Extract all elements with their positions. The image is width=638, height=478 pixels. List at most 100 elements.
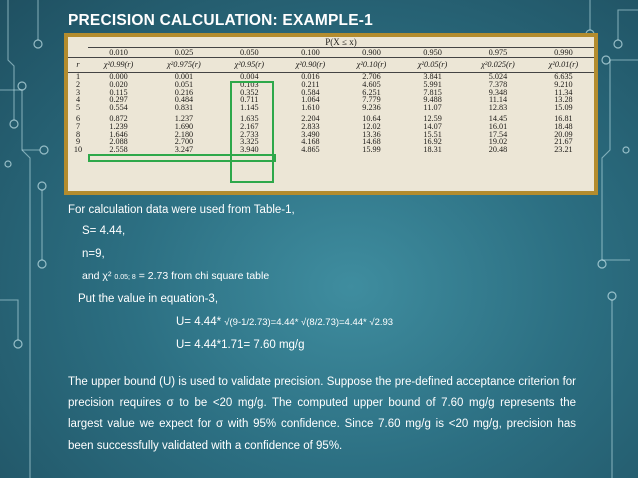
table-cell: 0.352 — [240, 87, 259, 97]
table-cell: 4.605 — [362, 79, 381, 89]
table-cell: 7.779 — [362, 95, 381, 105]
table-cell: 21.67 — [554, 137, 573, 147]
table-cell: 15.09 — [554, 103, 573, 113]
chi-square-text: and χ² 0.05; 8 = 2.73 from chi square ta… — [82, 270, 269, 282]
table-cell: 0.211 — [301, 79, 320, 89]
probability-level: 0.900 — [340, 47, 403, 58]
table-cell: 3.940 — [240, 145, 259, 155]
table-cell: 1.635 — [240, 113, 259, 123]
table-cell: 1.690 — [174, 121, 194, 131]
table-cell: 0.554 — [109, 103, 128, 113]
table-cell: 2.706 — [362, 72, 381, 81]
slide-title: PRECISION CALCULATION: EXAMPLE-1 — [68, 12, 373, 29]
table-cell: 6.635 — [554, 72, 573, 81]
table-cell: 2.733 — [240, 129, 259, 139]
table-cell: 2.700 — [174, 137, 194, 147]
table-cell: 4.865 — [301, 145, 320, 155]
highlight-column-box — [230, 81, 274, 183]
equation-result: U= 4.44*1.71= 7.60 mg/g — [176, 339, 305, 351]
table-cell: 0.831 — [174, 103, 194, 113]
chi-suffix: = 2.73 from chi square table — [135, 270, 270, 282]
probability-level: 0.100 — [279, 47, 341, 58]
table-cell: 12.83 — [488, 103, 508, 113]
column-header: χ²0.05(r) — [402, 57, 464, 73]
table-row: 6 0.872 1.237 1.635 2.204 10.64 12.59 14.45 16.8… — [68, 112, 594, 123]
table-cell: 9.210 — [554, 79, 573, 89]
row-degree: 10 — [73, 145, 83, 155]
row-degree: 6 — [75, 113, 81, 123]
table-row: 8 1.646 2.180 2.733 3.490 13.36 15.51 17.54 20.0… — [68, 129, 594, 139]
table-cell: 2.558 — [109, 145, 128, 155]
table-cell: 16.81 — [554, 113, 573, 123]
row-degree: 9 — [75, 137, 81, 147]
table-row: 10 2.558 3.247 3.940 4.865 15.99 18.31 20.48 23.… — [68, 146, 594, 156]
column-header: χ²0.975(r) — [149, 57, 219, 73]
probability-level: 0.050 — [218, 47, 280, 58]
probability-level: 0.010 — [88, 47, 150, 58]
table-cell: 0.584 — [301, 87, 320, 97]
table-cell: 0.103 — [240, 79, 259, 89]
probability-caption: P(X ≤ x) — [88, 37, 594, 48]
table-body: 1 0.000 0.001 0.004 0.016 2.706 3.841 5.024 6.63… — [68, 72, 594, 156]
table-row: 1 0.000 0.001 0.004 0.016 2.706 3.841 5.024 6.63… — [68, 72, 594, 81]
table: P(X ≤ x) 0.010 0.025 0.050 0.100 0.900 0… — [68, 37, 594, 156]
chi-square-table-image: P(X ≤ x) 0.010 0.025 0.050 0.100 0.900 0… — [64, 33, 598, 195]
explanation-paragraph: The upper bound (U) is used to validate … — [68, 376, 576, 452]
column-header: χ²0.95(r) — [218, 57, 280, 73]
put-value-text: Put the value in equation-3, — [78, 293, 219, 305]
row-degree: 5 — [75, 103, 81, 113]
table-cell: 0.016 — [301, 72, 320, 81]
table-cell: 12.02 — [362, 121, 381, 131]
table-cell: 0.484 — [174, 95, 194, 105]
table-cell: 2.167 — [240, 121, 259, 131]
table-cell: 0.004 — [240, 72, 259, 81]
probability-level: 0.025 — [149, 47, 219, 58]
n-value-text: n=9, — [82, 248, 105, 260]
table-cell: 20.48 — [488, 145, 508, 155]
table-cell: 16.01 — [488, 121, 508, 131]
table-row: 7 1.239 1.690 2.167 2.833 12.02 14.07 16.01 18.4… — [68, 121, 594, 131]
table-cell: 2.180 — [174, 129, 194, 139]
table-cell: 20.09 — [554, 129, 573, 139]
table-cell: 9.488 — [423, 95, 442, 105]
table-row: 2 0.020 0.051 0.103 0.211 4.605 5.991 7.378 9.21… — [68, 79, 594, 89]
row-degree: 2 — [75, 79, 81, 89]
table-row: 9 2.088 2.700 3.325 4.168 14.68 16.92 19.02 21.6… — [68, 138, 594, 146]
table-cell: 13.28 — [554, 95, 573, 105]
table-cell: 0.711 — [240, 95, 259, 105]
column-header: χ²0.99(r) — [88, 57, 150, 73]
table-cell: 13.36 — [362, 129, 381, 139]
table-cell: 0.115 — [109, 87, 128, 97]
table-row: 5 0.554 0.831 1.145 1.610 9.236 11.07 12.83 15.0… — [68, 104, 594, 112]
table-cell: 17.54 — [488, 129, 508, 139]
column-header: χ²0.025(r) — [463, 57, 533, 73]
table-row: 3 0.115 0.216 0.352 0.584 6.251 7.815 9.348 11.3… — [68, 87, 594, 97]
column-header: χ²0.90(r) — [279, 57, 341, 73]
table-cell: 0.001 — [174, 72, 194, 81]
table-cell: 18.48 — [554, 121, 573, 131]
probability-level: 0.975 — [463, 47, 533, 58]
table-cell: 1.610 — [301, 103, 320, 113]
table-cell: 2.833 — [301, 121, 320, 131]
s-value-text: S= 4.44, — [82, 225, 126, 237]
column-header: χ²0.10(r) — [340, 57, 403, 73]
table-cell: 3.247 — [174, 145, 194, 155]
table-cell: 18.31 — [423, 145, 442, 155]
table-cell: 11.34 — [554, 87, 573, 97]
table-cell: 9.236 — [362, 103, 381, 113]
probability-level: 0.990 — [532, 47, 594, 58]
row-header: r — [68, 57, 88, 73]
row-degree: 3 — [75, 87, 81, 97]
table-cell: 0.872 — [109, 113, 128, 123]
table-cell: 9.348 — [488, 87, 508, 97]
equation-rest: √(9-1/2.73)=4.44* √(8/2.73)=4.44* √2.93 — [224, 317, 394, 328]
row-degree: 7 — [75, 121, 81, 131]
table-cell: 3.325 — [240, 137, 259, 147]
table-cell: 14.07 — [423, 121, 442, 131]
table-cell: 1.145 — [240, 103, 259, 113]
probability-level: 0.950 — [402, 47, 464, 58]
table-cell: 12.59 — [423, 113, 442, 123]
table-cell: 4.168 — [301, 137, 320, 147]
table-cell: 19.02 — [488, 137, 508, 147]
table-cell: 0.297 — [109, 95, 128, 105]
